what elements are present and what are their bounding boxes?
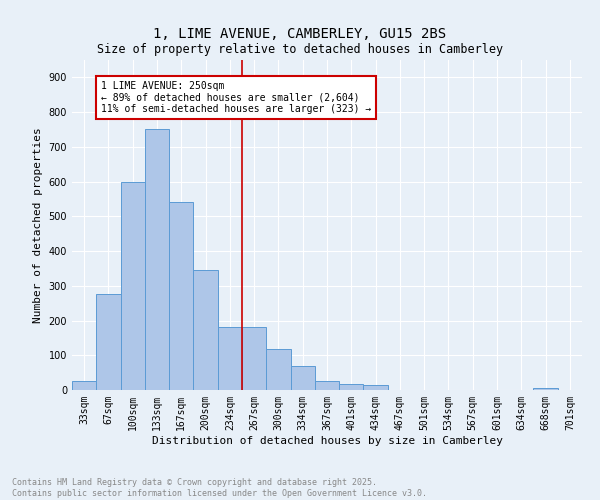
Y-axis label: Number of detached properties: Number of detached properties bbox=[33, 127, 43, 323]
Bar bbox=[290, 366, 315, 390]
Bar bbox=[242, 328, 266, 390]
Bar bbox=[96, 294, 121, 390]
Bar bbox=[266, 349, 290, 390]
Bar bbox=[145, 130, 169, 390]
Text: Contains HM Land Registry data © Crown copyright and database right 2025.
Contai: Contains HM Land Registry data © Crown c… bbox=[12, 478, 427, 498]
Bar bbox=[72, 382, 96, 390]
Bar bbox=[533, 388, 558, 390]
Bar bbox=[218, 328, 242, 390]
Bar bbox=[121, 182, 145, 390]
Text: 1 LIME AVENUE: 250sqm
← 89% of detached houses are smaller (2,604)
11% of semi-d: 1 LIME AVENUE: 250sqm ← 89% of detached … bbox=[101, 81, 371, 114]
Bar bbox=[339, 384, 364, 390]
Text: 1, LIME AVENUE, CAMBERLEY, GU15 2BS: 1, LIME AVENUE, CAMBERLEY, GU15 2BS bbox=[154, 28, 446, 42]
Bar bbox=[364, 385, 388, 390]
Text: Size of property relative to detached houses in Camberley: Size of property relative to detached ho… bbox=[97, 42, 503, 56]
Bar bbox=[315, 382, 339, 390]
X-axis label: Distribution of detached houses by size in Camberley: Distribution of detached houses by size … bbox=[151, 436, 503, 446]
Bar bbox=[169, 202, 193, 390]
Bar bbox=[193, 270, 218, 390]
